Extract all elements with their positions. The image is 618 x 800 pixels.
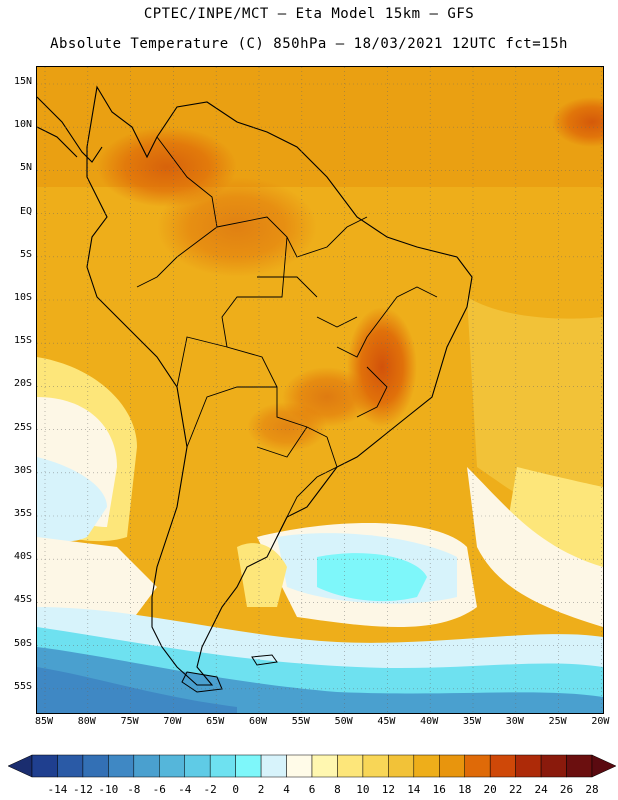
- colorbar-tick-label: -6: [152, 783, 166, 796]
- colorbar-swatch: [57, 754, 84, 778]
- lat-label: 35S: [13, 508, 32, 519]
- field-hot-atlantic: [552, 97, 603, 147]
- colorbar-swatch: [311, 754, 338, 778]
- map-title: CPTEC/INPE/MCT – Eta Model 15km – GFS: [143, 6, 475, 22]
- field-south-a: [37, 537, 157, 627]
- map-canvas: [37, 67, 603, 713]
- lat-label: 10S: [13, 292, 32, 303]
- lon-label: 75W: [120, 716, 139, 727]
- lat-label: 45S: [13, 594, 32, 606]
- colorbar-swatch: [108, 754, 135, 778]
- coastline-south-america: [86, 85, 473, 686]
- colorbar-swatch: [31, 754, 58, 778]
- colorbar-tick-label: -10: [98, 783, 119, 796]
- field-pacific3: [37, 457, 107, 542]
- colorbar-tick-label: 14: [407, 783, 421, 796]
- colorbar-swatch: [82, 754, 109, 778]
- lon-label: 40W: [420, 716, 439, 727]
- field-east3: [467, 467, 603, 627]
- colorbar-tick-label: 0: [232, 783, 239, 796]
- colorbar-swatch: [184, 754, 211, 778]
- lat-label: 15N: [13, 76, 32, 87]
- lon-label: 55W: [291, 716, 310, 727]
- coastline-falklands: [251, 654, 278, 666]
- lat-label: 40S: [13, 551, 32, 563]
- colorbar-tick-label: 10: [356, 783, 370, 796]
- colorbar-swatch: [464, 754, 491, 778]
- lon-label: 35W: [462, 716, 482, 727]
- colorbar-tick-label: 22: [509, 783, 523, 796]
- lat-label: 55S: [13, 680, 32, 692]
- colorbar-tick-label: -14: [47, 783, 68, 796]
- colorbar-tick-label: -8: [127, 783, 141, 796]
- colorbar-swatch: [413, 754, 440, 778]
- colorbar-swatch: [133, 754, 160, 778]
- colorbar-tick-label: -2: [203, 783, 217, 796]
- lon-label: 85W: [34, 716, 54, 727]
- colorbar-tick-label: 12: [381, 783, 395, 796]
- colorbar-swatch: [489, 754, 516, 778]
- colorbar-tick-label: -12: [72, 783, 93, 796]
- lat-label: 10N: [13, 119, 32, 131]
- colorbar-swatch: [260, 754, 287, 778]
- colorbar-swatch: [337, 754, 364, 778]
- lon-label: 65W: [206, 716, 225, 727]
- field-hot-south: [247, 402, 327, 452]
- colorbar-left-arrow: [8, 754, 33, 778]
- lat-label: 30S: [13, 464, 32, 476]
- lon-label: 45W: [377, 716, 396, 727]
- colorbar-swatch: [235, 754, 262, 778]
- colorbar-tick-label: 16: [432, 783, 446, 796]
- lon-label: 50W: [334, 716, 353, 727]
- lat-label: EQ: [19, 205, 32, 217]
- lon-label: 20W: [591, 716, 610, 727]
- colorbar-swatch: [209, 754, 236, 778]
- colorbar-swatch: [286, 754, 313, 778]
- colorbar-tick-label: 18: [458, 783, 472, 796]
- lon-label: 60W: [248, 716, 268, 727]
- temperature-map: [36, 66, 604, 714]
- colorbar-tick-label: 4: [283, 783, 290, 796]
- colorbar-swatch: [439, 754, 465, 778]
- coastline-tierra-del-fuego: [181, 671, 223, 693]
- lat-label: 20S: [13, 378, 32, 390]
- lon-label: 70W: [163, 716, 182, 727]
- lon-label: 80W: [77, 716, 96, 727]
- coastline-central-america: [37, 96, 103, 163]
- colorbar-tick-label: 20: [483, 783, 497, 796]
- colorbar-swatch: [540, 754, 567, 778]
- lon-label: 25W: [548, 716, 567, 727]
- colorbar-tick-label: 2: [257, 783, 265, 796]
- colorbar-swatch: [388, 754, 415, 778]
- colorbar-swatch: [362, 754, 389, 778]
- lat-label: 5S: [19, 248, 32, 260]
- colorbar: [8, 754, 616, 778]
- colorbar-tick-label: 26: [559, 783, 574, 796]
- lat-label: 25S: [13, 421, 32, 433]
- field-east: [467, 297, 603, 527]
- colorbar-tick-label: 24: [534, 783, 548, 796]
- field-hot-amazon: [157, 177, 317, 277]
- colorbar-tick-label: -4: [178, 783, 192, 796]
- field-east2: [507, 467, 603, 587]
- field-south-h: [37, 647, 603, 713]
- colorbar-swatch: [515, 754, 542, 778]
- colorbar-tick-label: 8: [334, 783, 341, 796]
- lat-label: 5N: [19, 162, 32, 174]
- map-subtitle: Absolute Temperature (C) 850hPa – 18/03/…: [50, 36, 568, 52]
- colorbar-swatch: [159, 754, 185, 778]
- colorbar-tick-label: 28: [585, 783, 599, 796]
- colorbar-swatch: [566, 754, 593, 778]
- colorbar-right-arrow: [591, 754, 616, 778]
- colorbar-tick-label: 6: [308, 783, 316, 796]
- lat-label: 50S: [13, 637, 32, 649]
- field-south-i: [37, 667, 237, 713]
- lat-label: 15S: [13, 335, 32, 347]
- lon-label: 30W: [505, 716, 524, 727]
- field-south-d: [317, 553, 427, 602]
